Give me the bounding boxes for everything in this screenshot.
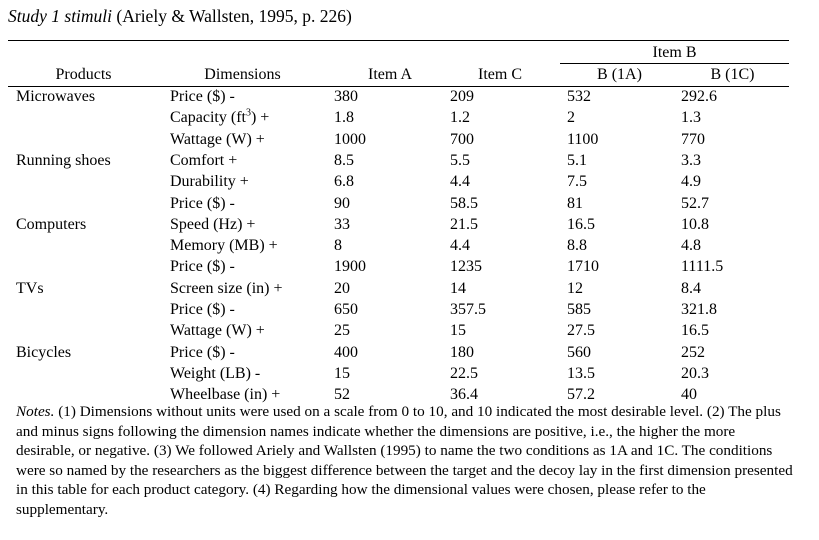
cell-product: TVs [16, 280, 44, 297]
cell-b-1c: 1111.5 [681, 258, 724, 275]
header-products: Products [55, 66, 112, 83]
cell-b-1a: 2 [567, 109, 575, 126]
cell-b-1c: 20.3 [681, 365, 709, 382]
cell-item-c: 180 [450, 344, 474, 361]
cell-b-1a: 585 [567, 301, 591, 318]
cell-dimension: Memory (MB) + [170, 237, 278, 254]
cell-item-a: 25 [334, 322, 350, 339]
cell-item-a: 1900 [334, 258, 366, 275]
cell-item-a: 650 [334, 301, 358, 318]
header-item-b: Item B [652, 44, 697, 61]
cell-item-a: 33 [334, 216, 350, 233]
cell-b-1a: 27.5 [567, 322, 595, 339]
cell-item-c: 700 [450, 131, 474, 148]
cell-item-a: 400 [334, 344, 358, 361]
table-title: Study 1 stimuli (Ariely & Wallsten, 1995… [8, 6, 352, 26]
cell-dimension: Price ($) - [170, 195, 235, 212]
cell-item-a: 52 [334, 386, 350, 403]
cell-item-c: 1235 [450, 258, 482, 275]
cell-b-1a: 13.5 [567, 365, 595, 382]
cell-product: Running shoes [16, 152, 111, 169]
cell-b-1a: 560 [567, 344, 591, 361]
cell-item-a: 90 [334, 195, 350, 212]
cell-b-1c: 3.3 [681, 152, 701, 169]
cell-b-1a: 57.2 [567, 386, 595, 403]
table-notes: Notes. (1) Dimensions without units were… [16, 402, 796, 520]
cell-b-1c: 40 [681, 386, 697, 403]
cell-b-1c: 321.8 [681, 301, 717, 318]
cell-item-a: 1.8 [334, 109, 354, 126]
cell-item-c: 58.5 [450, 195, 478, 212]
dimension-superscript: 3 [245, 107, 251, 119]
table-top-rule [8, 40, 789, 41]
cell-dimension: Wattage (W) + [170, 131, 265, 148]
cell-item-c: 5.5 [450, 152, 470, 169]
cell-b-1c: 8.4 [681, 280, 701, 297]
cell-b-1a: 1100 [567, 131, 599, 148]
cell-b-1a: 532 [567, 88, 591, 105]
cell-dimension: Price ($) - [170, 301, 235, 318]
cell-item-a: 15 [334, 365, 350, 382]
cell-b-1a: 81 [567, 195, 583, 212]
item-b-group-rule [560, 63, 789, 64]
header-item-a: Item A [368, 66, 412, 83]
cell-b-1c: 4.8 [681, 237, 701, 254]
cell-dimension: Screen size (in) + [170, 280, 283, 297]
header-b-1c: B (1C) [710, 66, 755, 83]
cell-dimension: Capacity (ft3) + [170, 108, 269, 128]
cell-b-1c: 4.9 [681, 173, 701, 190]
cell-b-1a: 16.5 [567, 216, 595, 233]
cell-b-1a: 1710 [567, 258, 599, 275]
cell-b-1c: 770 [681, 131, 705, 148]
cell-item-c: 357.5 [450, 301, 486, 318]
cell-item-c: 22.5 [450, 365, 478, 382]
cell-b-1c: 1.3 [681, 109, 701, 126]
cell-item-c: 21.5 [450, 216, 478, 233]
table-title-italic: Study 1 stimuli [8, 6, 113, 26]
cell-item-a: 8 [334, 237, 342, 254]
cell-item-c: 4.4 [450, 173, 470, 190]
header-b-1a: B (1A) [597, 66, 642, 83]
cell-item-c: 4.4 [450, 237, 470, 254]
cell-dimension: Price ($) - [170, 258, 235, 275]
cell-b-1a: 12 [567, 280, 583, 297]
cell-b-1a: 5.1 [567, 152, 587, 169]
cell-item-a: 380 [334, 88, 358, 105]
cell-item-c: 1.2 [450, 109, 470, 126]
table-title-source: (Ariely & Wallsten, 1995, p. 226) [112, 6, 352, 26]
cell-b-1a: 8.8 [567, 237, 587, 254]
cell-dimension: Wheelbase (in) + [170, 386, 281, 403]
cell-product: Computers [16, 216, 87, 233]
cell-b-1c: 252 [681, 344, 705, 361]
cell-item-a: 20 [334, 280, 350, 297]
header-dimensions: Dimensions [204, 66, 281, 83]
cell-item-a: 8.5 [334, 152, 354, 169]
cell-dimension: Weight (LB) - [170, 365, 261, 382]
cell-product: Microwaves [16, 88, 96, 105]
dimension-label: Capacity (ft [170, 109, 246, 126]
cell-item-a: 1000 [334, 131, 366, 148]
cell-dimension: Price ($) - [170, 88, 235, 105]
cell-b-1c: 52.7 [681, 195, 709, 212]
cell-dimension: Price ($) - [170, 344, 235, 361]
dimension-label-tail: ) + [250, 109, 270, 126]
header-item-c: Item C [478, 66, 522, 83]
notes-label: Notes. [16, 403, 55, 420]
cell-b-1a: 7.5 [567, 173, 587, 190]
cell-product: Bicycles [16, 344, 72, 361]
cell-dimension: Speed (Hz) + [170, 216, 256, 233]
cell-b-1c: 292.6 [681, 88, 717, 105]
cell-item-c: 15 [450, 322, 466, 339]
cell-dimension: Durability + [170, 173, 249, 190]
cell-item-c: 14 [450, 280, 466, 297]
cell-item-c: 209 [450, 88, 474, 105]
cell-b-1c: 16.5 [681, 322, 709, 339]
cell-item-c: 36.4 [450, 386, 478, 403]
cell-item-a: 6.8 [334, 173, 354, 190]
cell-b-1c: 10.8 [681, 216, 709, 233]
cell-dimension: Comfort + [170, 152, 238, 169]
header-bottom-rule [8, 86, 789, 87]
cell-dimension: Wattage (W) + [170, 322, 265, 339]
notes-text: (1) Dimensions without units were used o… [16, 403, 793, 518]
